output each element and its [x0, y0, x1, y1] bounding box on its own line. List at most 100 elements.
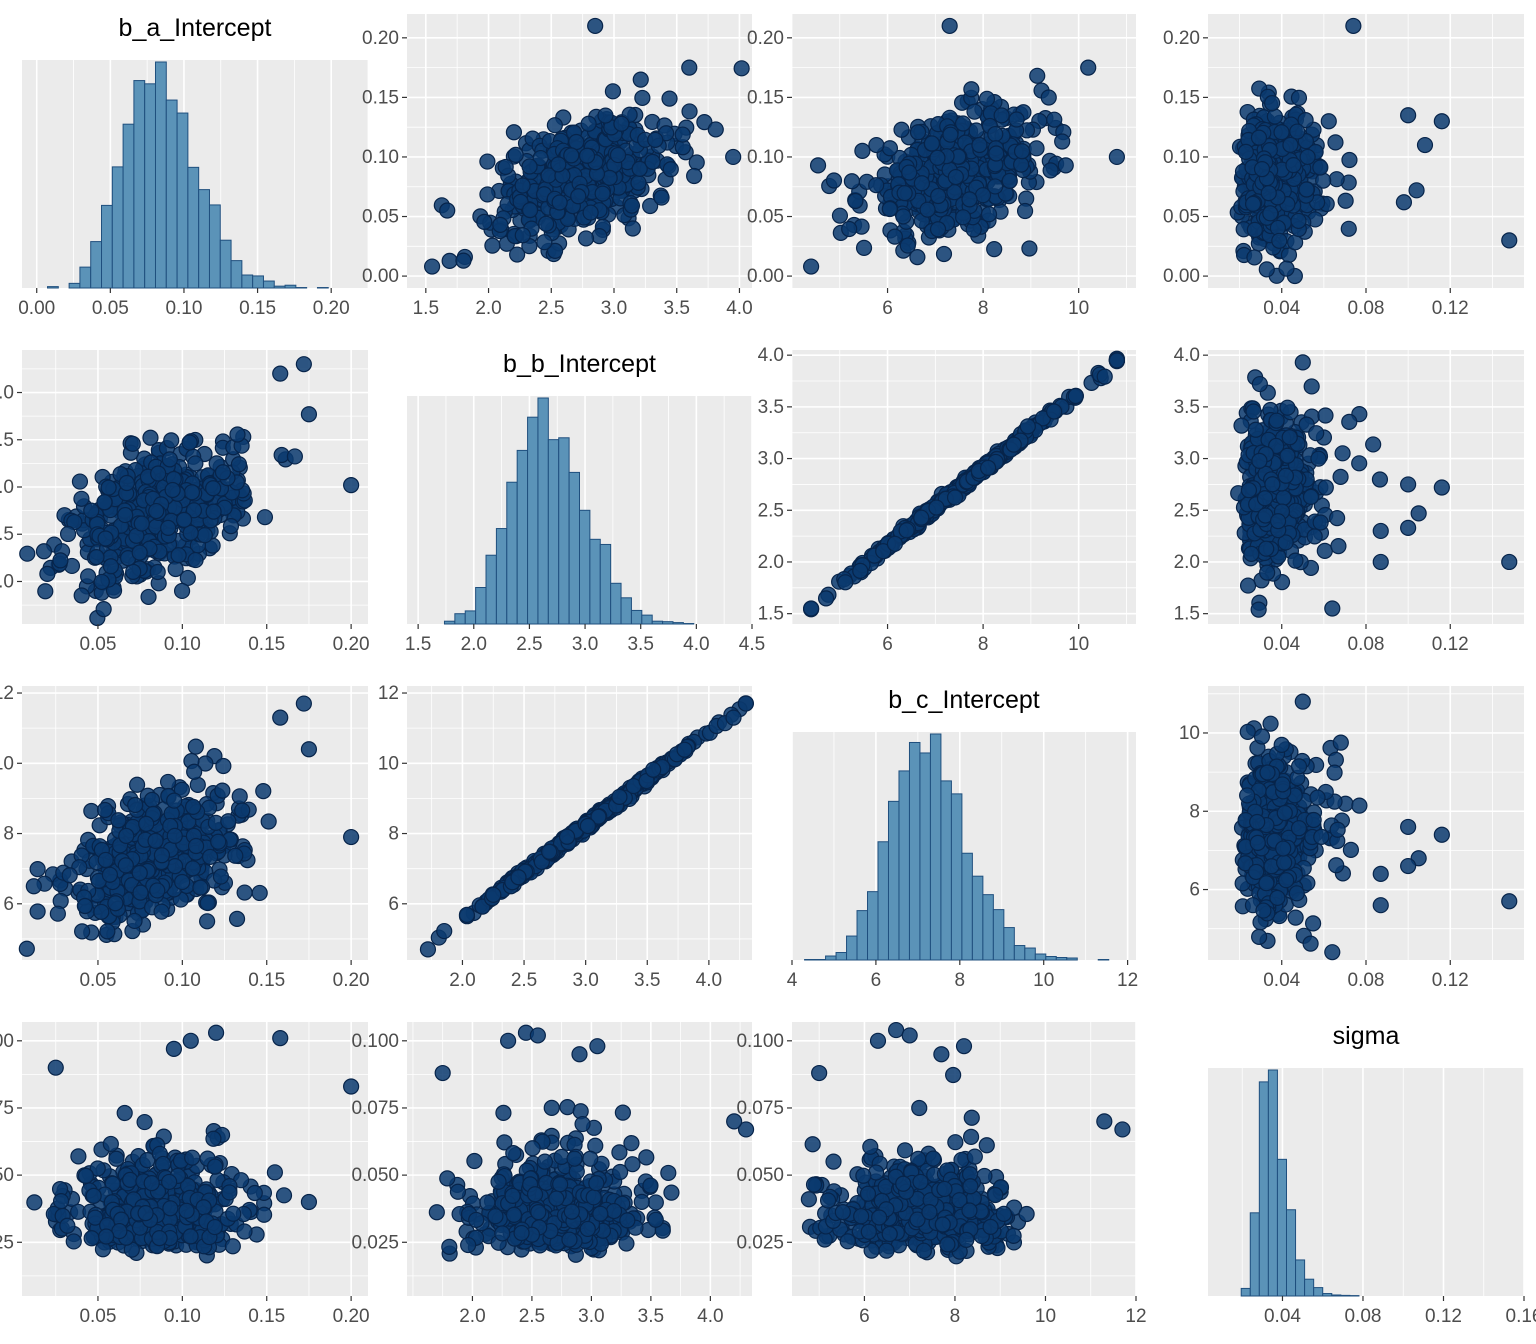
- scatter-point: [611, 788, 628, 805]
- scatter-point: [986, 241, 1003, 258]
- scatter-point: [642, 197, 659, 215]
- scatter-point: [1395, 194, 1413, 211]
- scatter-point: [929, 221, 947, 238]
- scatter-point: [1258, 261, 1275, 278]
- y-tick-label: 3.0: [758, 449, 784, 470]
- scatter-point: [295, 356, 312, 373]
- scatter-point: [507, 146, 524, 164]
- scatter-point: [80, 568, 97, 585]
- scatter-point: [1245, 403, 1262, 420]
- x-tick-label: 0.12: [1432, 298, 1469, 319]
- scatter-point: [1279, 447, 1296, 464]
- x-tick-label: 0.15: [248, 634, 285, 655]
- scatter-point: [896, 185, 913, 202]
- histogram-bar: [929, 733, 942, 961]
- histogram-bar: [558, 437, 570, 625]
- y-tick-label: 0.05: [1163, 207, 1200, 228]
- x-tick-label: 4.5: [739, 634, 765, 655]
- scatter-point: [855, 239, 873, 256]
- histogram-bar: [867, 891, 879, 961]
- y-tick-label: 10: [0, 753, 14, 774]
- scatter-point: [479, 153, 496, 170]
- x-tick-label: 2.0: [449, 970, 475, 991]
- scatter-point: [909, 249, 926, 266]
- scatter-point: [725, 148, 742, 166]
- scatter-point: [1278, 260, 1295, 277]
- histogram-bar: [154, 61, 167, 289]
- histogram-bar: [568, 471, 581, 625]
- scatter-point: [1400, 107, 1417, 124]
- scatter-point: [899, 237, 916, 254]
- histogram-bar: [651, 620, 664, 625]
- y-tick-label: 10: [1179, 723, 1200, 744]
- scatter-point: [1305, 915, 1322, 932]
- scatter-point: [260, 813, 277, 830]
- scatter-point: [1298, 181, 1315, 198]
- scatter-point: [1306, 528, 1323, 545]
- histogram-bar: [506, 481, 518, 625]
- scatter-point: [1302, 935, 1319, 952]
- x-tick-label: 8: [978, 634, 989, 655]
- scatter-point: [1410, 505, 1427, 522]
- y-tick-label: 0.10: [747, 147, 784, 168]
- scatter-point: [236, 884, 253, 901]
- histogram-bar: [1013, 945, 1026, 961]
- scatter-point: [1046, 111, 1063, 128]
- scatter-point: [532, 149, 549, 167]
- y-tick-label: 8: [388, 824, 399, 845]
- scatter-point: [645, 761, 662, 778]
- scatter-point: [1250, 129, 1268, 146]
- scatter-point: [630, 174, 647, 191]
- x-tick-label: 3.5: [664, 298, 690, 319]
- scatter-point: [653, 189, 670, 206]
- scatter-point: [97, 851, 114, 869]
- histogram-bar: [1034, 953, 1047, 961]
- y-tick-label: 3.0: [1174, 449, 1200, 470]
- scatter-point: [847, 192, 864, 210]
- scatter-point: [580, 115, 597, 132]
- scatter-point: [868, 136, 885, 154]
- scatter-point: [550, 156, 567, 173]
- scatter-point: [1328, 857, 1345, 874]
- scatter-point: [961, 191, 978, 208]
- scatter-point: [59, 525, 77, 543]
- x-tick-label: 0.15: [248, 970, 285, 991]
- histogram-bar: [887, 800, 900, 961]
- scatter-point: [1239, 723, 1256, 740]
- scatter-point: [1316, 542, 1333, 559]
- scatter-point: [1264, 94, 1281, 112]
- x-tick-label: 10: [1068, 634, 1089, 655]
- y-tick-label: 6: [1189, 880, 1200, 901]
- scatter-point: [1289, 123, 1306, 140]
- scatter-point: [1351, 455, 1368, 472]
- scatter-point: [929, 149, 946, 166]
- scatter-point: [272, 365, 289, 382]
- scatter-point: [1057, 157, 1074, 174]
- scatter-point: [913, 175, 930, 192]
- histogram-bar: [527, 416, 539, 625]
- scatter-point: [83, 802, 100, 820]
- x-tick-label: 3.0: [572, 634, 598, 655]
- x-tick-label: 2.5: [538, 298, 564, 319]
- scatter-point: [132, 884, 149, 901]
- scatter-point: [1320, 113, 1337, 130]
- scatter-point: [837, 574, 854, 591]
- scatter-point: [1285, 157, 1302, 174]
- x-tick-label: 0.08: [1348, 634, 1385, 655]
- y-tick-label: 2.0: [758, 552, 784, 573]
- scatter-point: [597, 107, 614, 124]
- y-tick-label: 3.5: [1174, 397, 1200, 418]
- scatter-point: [37, 583, 54, 600]
- scatter-point: [1277, 467, 1294, 484]
- scatter-point: [1266, 108, 1283, 125]
- scatter-point: [187, 455, 204, 472]
- scatter-point: [272, 709, 289, 726]
- scatter-point: [1341, 413, 1358, 430]
- scatter-point: [210, 833, 227, 850]
- y-tick-label: 2.0: [1174, 552, 1200, 573]
- scatter-point: [538, 215, 555, 232]
- panel-2-3: 1.52.02.53.03.54.06 8 10: [758, 345, 1136, 655]
- scatter-point: [1334, 445, 1351, 462]
- x-tick-label: 6: [871, 970, 882, 991]
